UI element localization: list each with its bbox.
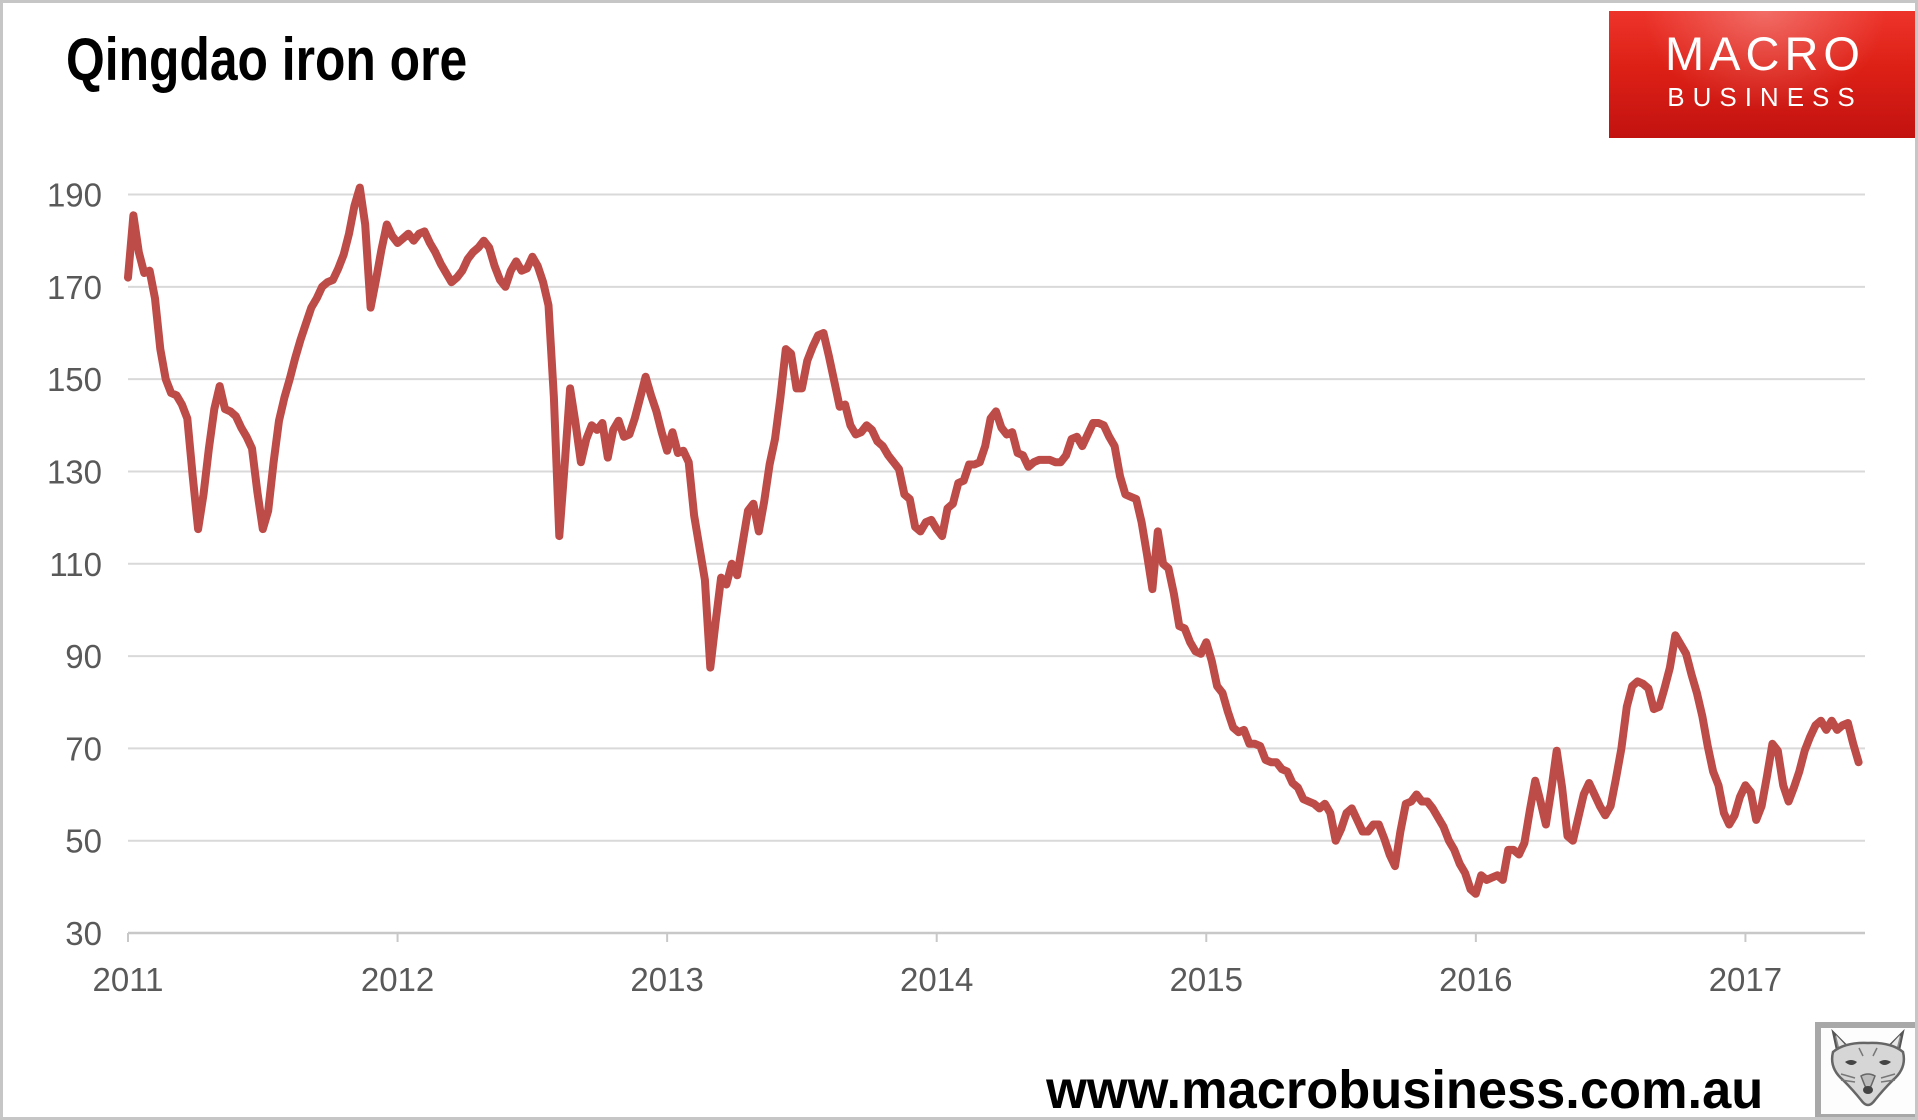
logo-text-macro: MACRO bbox=[1665, 27, 1865, 80]
macrobusiness-logo: MACRO BUSINESS bbox=[1609, 11, 1915, 138]
x-axis-label: 2014 bbox=[900, 961, 973, 998]
x-axis-label: 2011 bbox=[93, 961, 164, 998]
y-axis-label: 190 bbox=[47, 177, 102, 214]
fox-head-icon bbox=[1830, 1028, 1906, 1107]
logo-text-business: BUSINESS bbox=[1667, 81, 1863, 112]
price-line-chart: 30 50 70 90 110 130 150 170 190 2011 2012 2013 2014 2… bbox=[47, 177, 1865, 998]
y-axis-label: 150 bbox=[47, 361, 102, 398]
x-axis-label: 2016 bbox=[1439, 961, 1512, 998]
x-axis-label: 2017 bbox=[1709, 961, 1782, 998]
chart-title: Qingdao iron ore bbox=[66, 26, 468, 93]
y-axis-label: 170 bbox=[47, 269, 102, 306]
y-axis-label: 30 bbox=[65, 915, 102, 952]
site-watermark: www.macrobusiness.com.au bbox=[1045, 1060, 1763, 1120]
fox-logo bbox=[1815, 1022, 1915, 1117]
y-axis-label: 90 bbox=[65, 638, 102, 675]
x-axis-label: 2012 bbox=[361, 961, 434, 998]
price-series-line bbox=[124, 183, 1863, 898]
y-axis-label: 70 bbox=[65, 730, 102, 767]
y-axis-label: 50 bbox=[65, 823, 102, 860]
x-axis-label: 2015 bbox=[1170, 961, 1243, 998]
x-axis-label: 2013 bbox=[630, 961, 703, 998]
y-axis-label: 130 bbox=[47, 453, 102, 490]
y-axis-label: 110 bbox=[49, 546, 102, 583]
